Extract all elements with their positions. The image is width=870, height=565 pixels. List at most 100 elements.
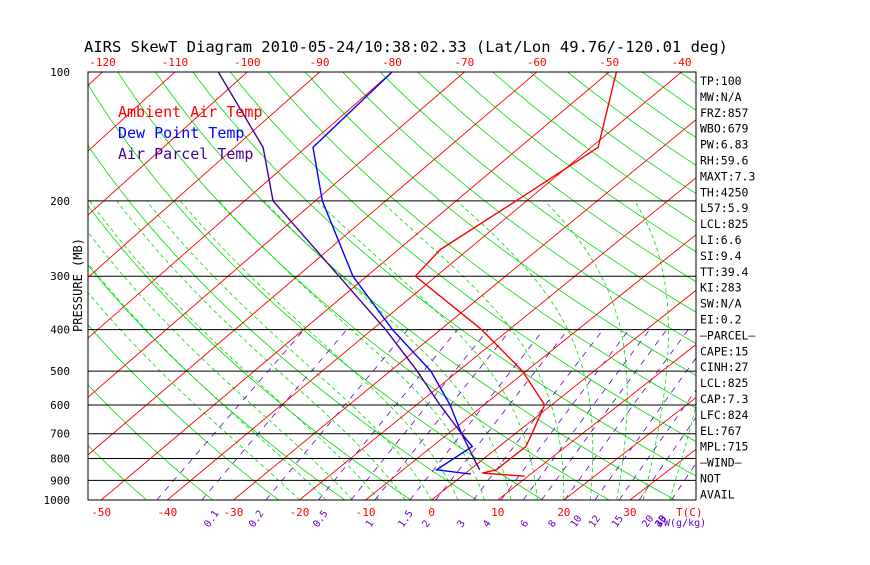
side-panel-line: PW:6.83 bbox=[700, 138, 749, 152]
bottom-tick-label: -20 bbox=[290, 506, 310, 519]
pressure-tick-label: 1000 bbox=[44, 494, 71, 507]
moist-adiabat bbox=[90, 201, 379, 500]
side-panel-line: —WIND— bbox=[700, 456, 742, 470]
side-panel-line: FRZ:857 bbox=[700, 106, 749, 120]
pressure-tick-label: 300 bbox=[50, 270, 70, 283]
top-tick-label: -70 bbox=[454, 56, 474, 69]
series-layer bbox=[218, 72, 616, 476]
mixing-ratio-label: 1.5 bbox=[396, 509, 415, 530]
mixing-ratio-line bbox=[595, 330, 717, 500]
isotherm bbox=[0, 72, 30, 500]
mixing-ratio-line bbox=[542, 330, 667, 500]
top-tick-label: -120 bbox=[89, 56, 116, 69]
side-panel-line: LCL:825 bbox=[700, 376, 748, 390]
y-axis-label: PRESSURE (MB) bbox=[71, 238, 85, 332]
moist-adiabat bbox=[147, 201, 432, 500]
mixing-ratio-unit-label: W(g/kg) bbox=[664, 518, 706, 529]
dry-adiabat bbox=[493, 72, 870, 509]
top-tick-label: -40 bbox=[672, 56, 692, 69]
chart-title: AIRS SkewT Diagram 2010-05-24/10:38:02.3… bbox=[84, 38, 728, 56]
isotherm bbox=[233, 72, 754, 500]
pressure-tick-label: 100 bbox=[50, 66, 70, 79]
pressure-tick-label: 500 bbox=[50, 365, 70, 378]
side-panel-line: EL:767 bbox=[700, 424, 742, 438]
side-panel: TP:100 MW:N/A FRZ:857 WBO:679 PW:6.83 RH:59.6… bbox=[700, 74, 755, 501]
side-panel-line: SI:9.4 bbox=[700, 249, 742, 263]
side-panel-line: MAXT:7.3 bbox=[700, 169, 755, 183]
side-panel-line: TT:39.4 bbox=[700, 265, 749, 279]
side-panel-line: LCL:825 bbox=[700, 217, 748, 231]
side-panel-line: EI:0.2 bbox=[700, 313, 742, 327]
top-tick-label: -50 bbox=[599, 56, 619, 69]
mixing-ratio-label: 0.5 bbox=[311, 509, 330, 530]
legend-entry: Air Parcel Temp bbox=[118, 145, 253, 163]
isotherm bbox=[828, 72, 870, 500]
side-panel-line: WBO:679 bbox=[700, 122, 749, 136]
dry-adiabat bbox=[642, 72, 870, 509]
isotherm bbox=[630, 72, 870, 500]
mixing-ratio-label: 2 bbox=[420, 518, 432, 529]
pressure-tick-label: 800 bbox=[50, 453, 70, 466]
dry-adiabat bbox=[0, 72, 23, 509]
mixing-ratio-label: 0.2 bbox=[247, 509, 266, 530]
side-panel-line: TH:4250 bbox=[700, 185, 749, 199]
bottom-tick-label: 30 bbox=[623, 506, 636, 519]
legend-entry: Ambient Air Temp bbox=[118, 103, 263, 121]
moist-adiabat bbox=[264, 201, 511, 500]
pressure-tick-label: 600 bbox=[50, 399, 70, 412]
bottom-tick-label: -30 bbox=[223, 506, 243, 519]
side-panel-line: MW:N/A bbox=[700, 90, 742, 104]
top-tick-label: -80 bbox=[382, 56, 402, 69]
mixing-ratio-label: 12 bbox=[587, 514, 603, 530]
mixing-ratio-label: 3 bbox=[455, 518, 467, 529]
moist-adiabat bbox=[545, 201, 628, 500]
moist-adiabat bbox=[457, 201, 593, 500]
bottom-tick-label: 20 bbox=[557, 506, 570, 519]
side-panel-line: SW:N/A bbox=[700, 297, 742, 311]
side-panel-line: RH:59.6 bbox=[700, 154, 749, 168]
dry-adiabat bbox=[343, 72, 870, 509]
top-tick-label: -90 bbox=[310, 56, 330, 69]
mixing-ratio-line bbox=[410, 330, 544, 500]
mixing-ratio-line bbox=[157, 330, 304, 500]
side-panel-line: L57:5.9 bbox=[700, 201, 749, 215]
side-panel-line: —PARCEL— bbox=[700, 328, 755, 342]
dry-adiabat bbox=[755, 72, 870, 509]
isotherm bbox=[299, 72, 826, 500]
mixing-ratio-label: 10 bbox=[569, 514, 585, 530]
pressure-tick-label: 700 bbox=[50, 428, 70, 441]
top-tick-label: -60 bbox=[527, 56, 547, 69]
bottom-tick-label: -50 bbox=[91, 506, 111, 519]
pressure-tick-label: 900 bbox=[50, 474, 70, 487]
mixing-ratio-label: 1 bbox=[364, 518, 376, 529]
dry-adiabat bbox=[830, 72, 870, 509]
legend-entry: Dew Point Temp bbox=[118, 124, 244, 142]
top-tick-label: -110 bbox=[162, 56, 189, 69]
dry-adiabat bbox=[43, 72, 491, 509]
pressure-tick-label: 400 bbox=[50, 324, 70, 337]
side-panel-line: KI:283 bbox=[700, 281, 742, 295]
dry-adiabat bbox=[268, 72, 870, 509]
side-panel-line: MPL:715 bbox=[700, 440, 748, 454]
dry-adiabat bbox=[418, 72, 870, 509]
side-panel-line: CAPE:15 bbox=[700, 344, 748, 358]
bottom-tick-label: 10 bbox=[491, 506, 504, 519]
isotherm bbox=[432, 72, 870, 500]
bottom-tick-label: -10 bbox=[356, 506, 376, 519]
side-panel-line: NOT bbox=[700, 472, 721, 486]
mixing-ratio-line bbox=[202, 330, 347, 500]
dry-adiabat bbox=[792, 72, 870, 509]
isotherm bbox=[366, 72, 870, 500]
moist-adiabat bbox=[317, 201, 537, 500]
bottom-tick-label: -40 bbox=[157, 506, 177, 519]
top-tick-label: -100 bbox=[234, 56, 261, 69]
side-panel-line: CAP:7.3 bbox=[700, 392, 749, 406]
isotherm bbox=[762, 72, 870, 500]
bottom-tick-label: 0 bbox=[428, 506, 435, 519]
side-panel-line: TP:100 bbox=[700, 74, 742, 88]
side-panel-line: CINH:27 bbox=[700, 360, 749, 374]
mixing-ratio-label: 8 bbox=[547, 518, 559, 529]
moist-adiabat bbox=[219, 201, 485, 500]
